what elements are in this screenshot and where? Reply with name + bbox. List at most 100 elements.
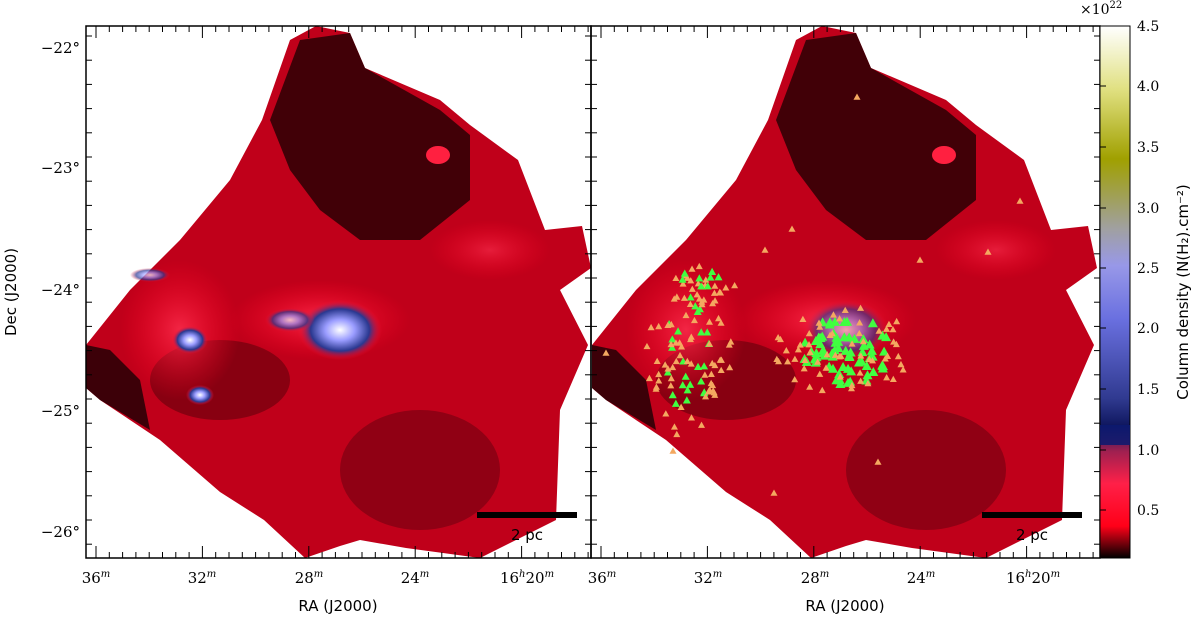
right-map-panel: [592, 26, 1097, 558]
source-marker: [811, 348, 822, 358]
source-marker: [843, 363, 854, 373]
svg-text:28m: 28m: [801, 569, 830, 587]
source-marker: [677, 403, 685, 410]
source-marker: [897, 360, 905, 368]
colorbar-tick-label: 3.0: [1137, 201, 1159, 217]
source-marker: [885, 320, 893, 328]
source-marker: [708, 359, 716, 367]
source-marker: [669, 447, 677, 454]
source-marker: [984, 248, 992, 255]
source-marker: [676, 351, 684, 359]
source-marker: [816, 370, 824, 377]
source-marker: [710, 289, 718, 296]
source-marker: [799, 315, 807, 323]
source-marker: [829, 345, 840, 355]
source-marker: [682, 311, 690, 319]
x-axis-title-right: RA (J2000): [805, 597, 884, 615]
source-marker: [875, 327, 883, 334]
source-marker: [703, 328, 712, 336]
source-marker: [899, 366, 907, 373]
source-marker: [877, 330, 888, 340]
source-marker: [877, 363, 888, 373]
source-marker: [830, 337, 841, 347]
y-tick-label: −26°: [41, 523, 80, 541]
source-marker: [705, 318, 713, 325]
source-marker: [687, 360, 695, 367]
source-marker: [716, 356, 724, 363]
colorbar: [1099, 25, 1131, 559]
x-axis-title-left: RA (J2000): [298, 597, 377, 615]
source-marker: [806, 383, 814, 390]
source-marker: [805, 329, 813, 337]
right-scale-bar: [982, 512, 1082, 518]
left-dark-lower: [86, 345, 150, 430]
source-marker: [700, 362, 709, 370]
source-marker: [708, 267, 717, 275]
source-marker: [731, 281, 739, 289]
source-marker: [868, 367, 879, 377]
svg-text:24m: 24m: [401, 569, 430, 587]
source-marker: [695, 274, 704, 282]
source-marker: [717, 319, 725, 326]
source-marker: [889, 325, 897, 333]
source-marker: [869, 357, 877, 364]
source-marker: [672, 274, 680, 282]
source-marker: [889, 375, 897, 383]
x-tick-labels-right: 36m 32m 28m 24m 16h20m: [588, 569, 1060, 587]
colorbar-multiplier: ×1022: [1080, 0, 1122, 18]
colorbar-tick-label: 4.0: [1137, 79, 1159, 95]
x-tick-labels-left: 36m 32m 28m 24m 16h20m: [82, 569, 554, 587]
source-marker: [831, 351, 839, 358]
source-marker: [828, 329, 836, 337]
source-marker: [867, 318, 878, 328]
source-marker: [805, 341, 813, 348]
source-marker: [711, 282, 719, 289]
y-tick-label: −25°: [41, 402, 80, 420]
source-markers: [602, 93, 1024, 496]
source-marker: [916, 256, 924, 263]
svg-text:28m: 28m: [295, 569, 324, 587]
source-marker: [664, 365, 672, 372]
source-marker: [672, 357, 680, 365]
source-marker: [678, 381, 687, 389]
source-marker: [647, 323, 655, 331]
source-marker: [680, 269, 689, 277]
source-marker: [829, 316, 840, 326]
source-marker: [827, 363, 838, 373]
source-marker: [687, 277, 695, 284]
source-marker: [822, 364, 830, 371]
source-marker: [823, 351, 831, 358]
source-marker: [890, 338, 898, 345]
source-marker: [602, 349, 610, 356]
colorbar-tick-label: 0.5: [1137, 503, 1159, 519]
source-marker: [695, 262, 703, 270]
source-marker: [791, 355, 799, 362]
left-scale-label: 2 pc: [511, 526, 543, 544]
source-marker: [693, 291, 701, 298]
source-marker: [683, 357, 691, 365]
source-marker: [879, 346, 890, 356]
colorbar-tick-label: 4.5: [1137, 19, 1159, 35]
source-marker: [796, 341, 804, 348]
y-tick-label: −22°: [41, 39, 80, 57]
source-marker: [697, 328, 706, 336]
source-marker: [859, 337, 867, 345]
source-marker: [839, 316, 850, 326]
svg-text:36m: 36m: [82, 569, 111, 587]
source-marker: [686, 380, 695, 388]
source-marker: [794, 346, 802, 353]
source-marker: [717, 289, 725, 296]
source-marker: [856, 369, 864, 376]
source-marker: [813, 332, 824, 342]
source-marker: [661, 361, 669, 368]
source-marker: [853, 357, 864, 367]
source-marker: [773, 355, 781, 363]
source-marker: [894, 352, 902, 360]
source-marker: [866, 345, 877, 355]
source-marker: [709, 381, 717, 389]
source-marker: [693, 307, 702, 315]
source-marker: [701, 371, 709, 378]
source-marker: [816, 323, 824, 330]
source-marker: [853, 93, 861, 100]
source-marker: [687, 333, 695, 340]
